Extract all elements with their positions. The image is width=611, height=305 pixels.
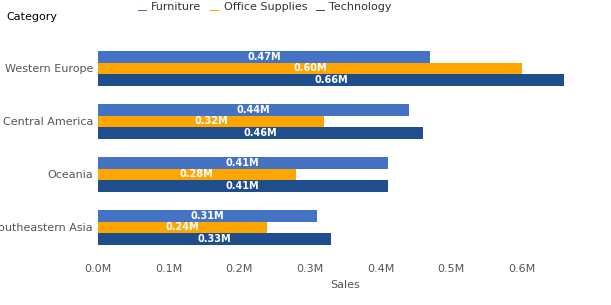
X-axis label: Sales: Sales: [331, 280, 360, 290]
Text: 0.28M: 0.28M: [180, 170, 214, 179]
Bar: [98, 74, 565, 86]
Text: 0.60M: 0.60M: [293, 63, 327, 74]
Bar: [98, 180, 387, 192]
Bar: [98, 210, 317, 222]
Text: 0.41M: 0.41M: [226, 158, 260, 168]
Text: 0.66M: 0.66M: [314, 75, 348, 85]
Text: 0.47M: 0.47M: [247, 52, 280, 62]
Text: 0.24M: 0.24M: [166, 222, 199, 232]
Text: 0.46M: 0.46M: [244, 128, 277, 138]
Bar: [98, 63, 522, 74]
Text: 0.44M: 0.44M: [236, 105, 270, 115]
Bar: [98, 104, 409, 116]
Bar: [98, 127, 423, 139]
Legend: Furniture, Office Supplies, Technology: Furniture, Office Supplies, Technology: [138, 2, 392, 12]
Text: 0.31M: 0.31M: [191, 211, 224, 221]
Bar: [98, 116, 324, 127]
Text: 0.32M: 0.32M: [194, 117, 228, 126]
Bar: [98, 222, 268, 233]
Bar: [98, 169, 296, 180]
Text: Category: Category: [6, 12, 57, 22]
Text: 0.33M: 0.33M: [197, 234, 231, 244]
Bar: [98, 157, 387, 169]
Text: 0.41M: 0.41M: [226, 181, 260, 191]
Bar: [98, 233, 331, 245]
Bar: [98, 51, 430, 63]
